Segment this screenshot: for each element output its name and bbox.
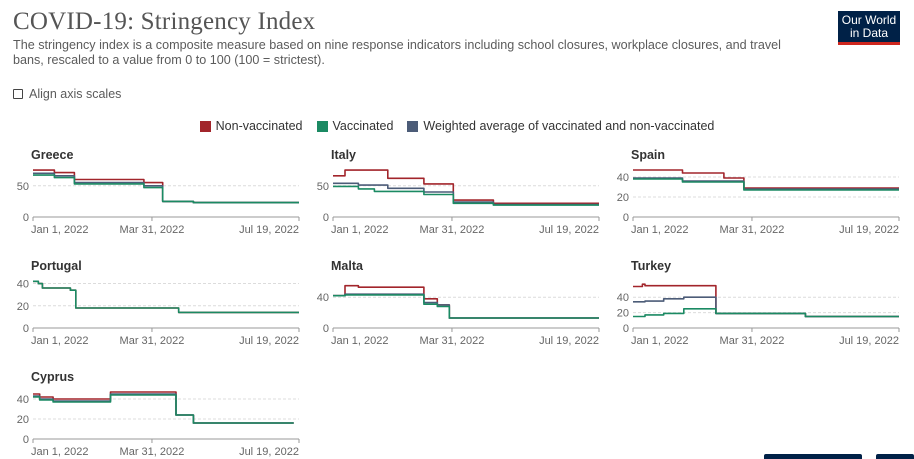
- align-axis-checkbox[interactable]: [13, 89, 23, 99]
- align-axis-toggle[interactable]: Align axis scales: [13, 87, 121, 101]
- chart-title: COVID-19: Stringency Index: [13, 8, 316, 35]
- legend-label: Vaccinated: [332, 119, 394, 133]
- owid-logo[interactable]: Our World in Data: [838, 11, 900, 45]
- y-tick-label: 0: [623, 323, 629, 335]
- y-tick-label: 40: [617, 292, 629, 304]
- y-tick-label: 40: [317, 292, 329, 304]
- x-tick-label: Mar 31, 2022: [720, 224, 785, 236]
- series-line-non-vaccinated: [633, 283, 899, 318]
- series-line-vaccinated: [33, 394, 294, 424]
- series-line-vaccinated: [33, 280, 299, 314]
- panel-title: Greece: [31, 148, 73, 162]
- panel-italy: Italy 0 50 Jan 1, 2022 Mar 31, 2022 Jul 19, 2…: [317, 148, 600, 236]
- y-tick-label: 0: [23, 434, 29, 446]
- y-tick-label: 50: [317, 181, 329, 193]
- panel-greece: Greece 0 50 Jan 1, 2022 Mar 31, 2022 Jul 19, …: [17, 148, 300, 236]
- y-tick-label: 20: [617, 192, 629, 204]
- series-line-vaccinated: [33, 174, 299, 204]
- x-tick-label: Mar 31, 2022: [420, 224, 485, 236]
- x-tick-label: Jan 1, 2022: [31, 335, 89, 347]
- y-tick-label: 0: [323, 212, 329, 224]
- y-tick-label: 50: [17, 181, 29, 193]
- x-tick-label: Jul 19, 2022: [239, 446, 299, 458]
- x-tick-label: Jul 19, 2022: [239, 335, 299, 347]
- series-line-non-vaccinated: [333, 284, 599, 319]
- x-tick-label: Jan 1, 2022: [331, 335, 389, 347]
- y-tick-label: 0: [323, 323, 329, 335]
- legend-label: Weighted average of vaccinated and non-v…: [423, 119, 715, 133]
- x-tick-label: Mar 31, 2022: [120, 446, 185, 458]
- y-tick-label: 20: [617, 308, 629, 320]
- x-tick-label: Jan 1, 2022: [31, 446, 89, 458]
- legend-swatch-vaccinated: [316, 120, 328, 132]
- chart-subtitle: The stringency index is a composite meas…: [13, 38, 781, 67]
- x-tick-label: Mar 31, 2022: [720, 335, 785, 347]
- panel-malta: Malta 0 40 Jan 1, 2022 Mar 31, 2022 Jul 19, 2…: [317, 259, 600, 347]
- legend-item-non-vaccinated[interactable]: Non-vaccinated: [199, 119, 303, 133]
- legend-label: Non-vaccinated: [215, 119, 303, 133]
- series-line-non-vaccinated: [333, 169, 599, 205]
- panel-spain: Spain 0 20 40 Jan 1, 2022 Mar 31, 2022 Jul 19,…: [617, 148, 900, 236]
- y-tick-label: 40: [617, 172, 629, 184]
- footer-tab-button[interactable]: [764, 454, 862, 459]
- x-tick-label: Mar 31, 2022: [120, 335, 185, 347]
- x-tick-label: Jul 19, 2022: [539, 335, 599, 347]
- y-tick-label: 0: [623, 212, 629, 224]
- x-tick-label: Jul 19, 2022: [239, 224, 299, 236]
- panel-title: Malta: [331, 259, 364, 273]
- x-tick-label: Jan 1, 2022: [331, 224, 389, 236]
- panel-cyprus: Cyprus 0 20 40 Jan 1, 2022 Mar 31, 2022 Jul 19…: [17, 370, 300, 458]
- legend-item-vaccinated[interactable]: Vaccinated: [316, 119, 394, 133]
- x-tick-label: Jul 19, 2022: [839, 335, 899, 347]
- legend-item-weighted-average[interactable]: Weighted average of vaccinated and non-v…: [407, 119, 714, 133]
- panel-title: Italy: [331, 148, 356, 162]
- series-line-weighted: [333, 182, 599, 206]
- x-tick-label: Mar 31, 2022: [120, 224, 185, 236]
- footer-tab-button[interactable]: [876, 454, 914, 459]
- x-tick-label: Mar 31, 2022: [420, 335, 485, 347]
- y-tick-label: 20: [17, 301, 29, 313]
- legend-swatch-weighted-average: [407, 120, 419, 132]
- series-line-non-vaccinated: [33, 391, 294, 424]
- x-tick-label: Jul 19, 2022: [539, 224, 599, 236]
- series-line-vaccinated: [333, 185, 599, 206]
- panel-turkey: Turkey 0 20 40 Jan 1, 2022 Mar 31, 2022 Jul 19…: [617, 259, 900, 347]
- panel-title: Cyprus: [31, 370, 74, 384]
- y-tick-label: 20: [17, 414, 29, 426]
- y-tick-label: 40: [17, 394, 29, 406]
- align-axis-label: Align axis scales: [29, 87, 122, 101]
- panel-title: Portugal: [31, 259, 82, 273]
- x-tick-label: Jan 1, 2022: [631, 224, 689, 236]
- panel-title: Spain: [631, 148, 665, 162]
- y-tick-label: 0: [23, 323, 29, 335]
- panel-portugal: Portugal 0 20 40 Jan 1, 2022 Mar 31, 2022 Jul …: [17, 259, 300, 347]
- series-line-vaccinated: [633, 178, 899, 191]
- series-line-weighted: [333, 293, 599, 319]
- legend-swatch-non-vaccinated: [199, 120, 211, 132]
- panel-title: Turkey: [631, 259, 671, 273]
- logo-line-1: Our World: [841, 13, 897, 27]
- x-tick-label: Jan 1, 2022: [631, 335, 689, 347]
- x-tick-label: Jul 19, 2022: [839, 224, 899, 236]
- y-tick-label: 40: [17, 279, 29, 291]
- series-line-weighted: [633, 177, 899, 190]
- series-line-vaccinated: [633, 308, 899, 318]
- logo-line-2: in Data: [849, 26, 889, 40]
- series-line-vaccinated: [333, 294, 599, 319]
- series-line-non-vaccinated: [33, 169, 299, 204]
- x-tick-label: Jan 1, 2022: [31, 224, 89, 236]
- y-tick-label: 0: [23, 212, 29, 224]
- legend: Non-vaccinated Vaccinated Weighted avera…: [0, 119, 914, 133]
